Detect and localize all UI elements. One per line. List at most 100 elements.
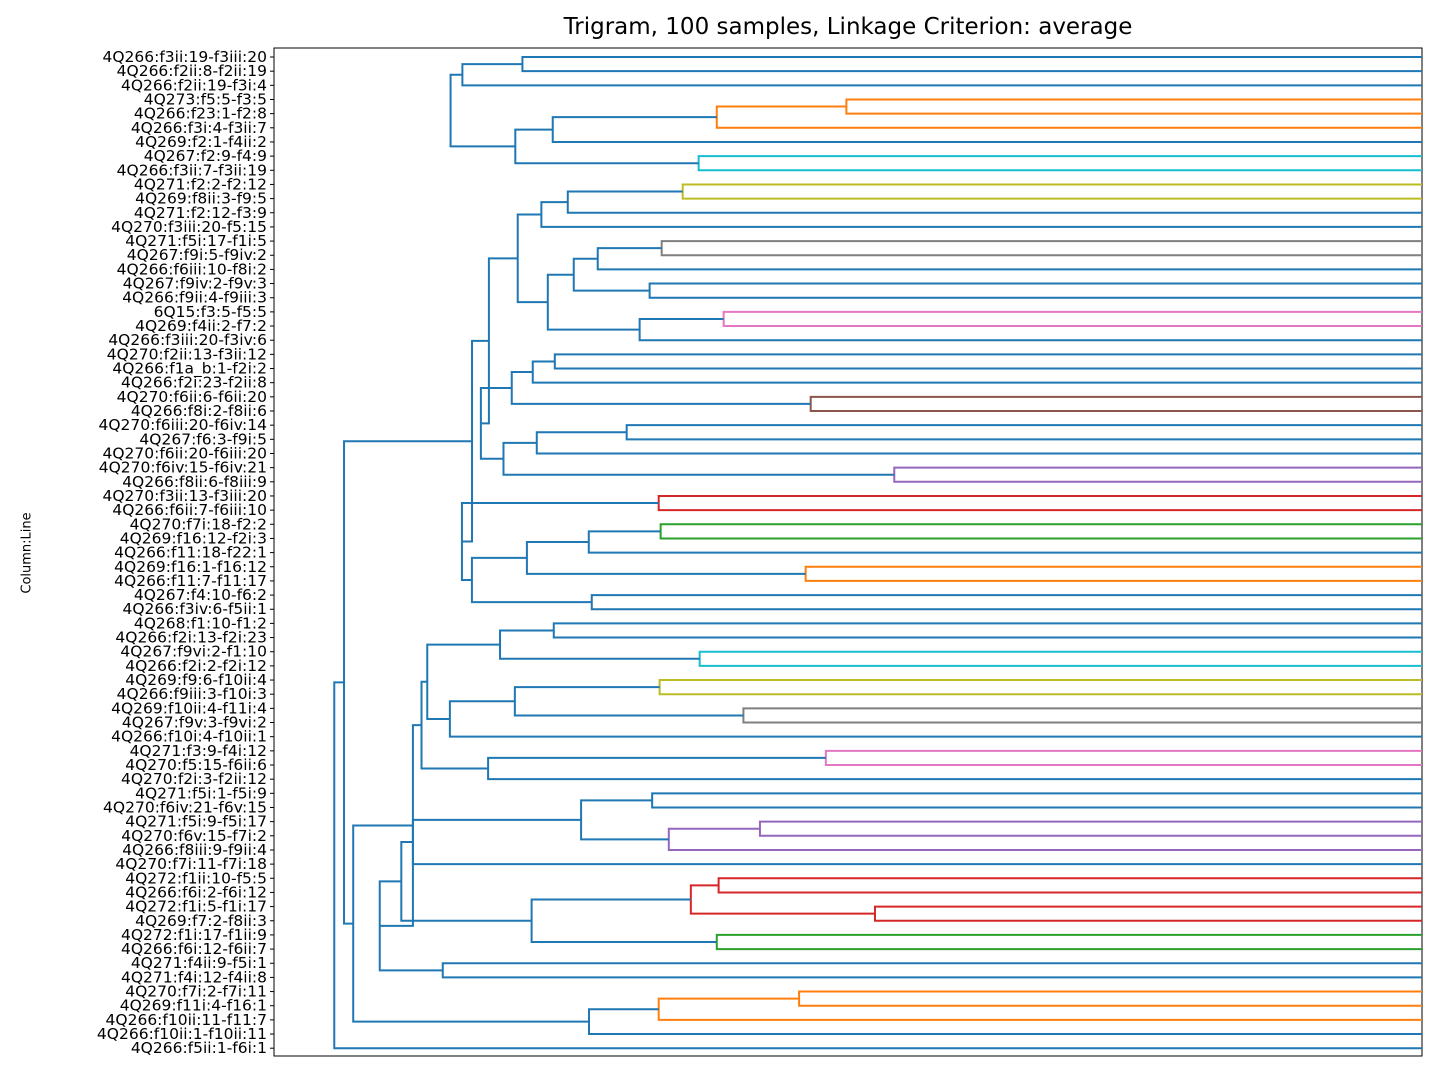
dendrogram-link: [343, 440, 473, 925]
dendrogram-link: [333, 681, 1422, 1050]
leaf-label: 4Q271:f5i:9-f5i:17: [125, 813, 267, 831]
dendrogram-link: [893, 466, 1422, 483]
leaf-label: 4Q269:f7:2-f8ii:3: [135, 912, 267, 930]
leaf-label: 4Q266:f6i:2-f6i:12: [125, 883, 267, 901]
dendrogram-link: [689, 884, 875, 915]
dendrogram-link: [521, 56, 1422, 73]
dendrogram-link: [657, 997, 1422, 1021]
leaf-label: 4Q270:f7i:18-f2:2: [130, 515, 267, 533]
dendrogram-link: [513, 686, 744, 717]
dendrogram-link: [448, 700, 1422, 738]
leaf-label: 4Q271:f2:12-f3:9: [134, 204, 267, 222]
leaf-label: 4Q271:f2:2-f2:12: [134, 175, 267, 193]
leaf-label: 4Q266:f8i:2-f8ii:6: [131, 402, 267, 420]
dendrogram-link: [596, 247, 1422, 271]
leaf-label: 4Q266:f9ii:4-f9iii:3: [122, 289, 267, 307]
dendrogram-link: [502, 441, 895, 476]
leaf-label: 4Q267:f9vi:2-f1:10: [120, 643, 267, 661]
leaf-label: 4Q266:f3iii:20-f3iv:6: [108, 331, 267, 349]
leaf-label: 4Q266:f5ii:1-f6i:1: [131, 1039, 267, 1057]
dendrogram-link: [572, 257, 650, 292]
leaf-label: 4Q267:f4:10-f6:2: [134, 586, 267, 604]
leaf-label: 4Q266:f3i:4-f3ii:7: [131, 119, 267, 137]
chart-title: Trigram, 100 samples, Linkage Criterion:…: [563, 14, 1133, 40]
dendrogram-link: [352, 824, 590, 1023]
dendrogram-link: [824, 749, 1422, 766]
dendrogram-link: [651, 792, 1422, 809]
leaf-label: 4Q267:f9i:5-f9iv:2: [127, 246, 267, 264]
leaf-label: 4Q266:f8ii:6-f8iii:9: [122, 473, 267, 491]
leaf-label: 4Q266:f6iii:10-f8i:2: [117, 260, 267, 278]
leaf-label: 4Q270:f3ii:13-f3iii:20: [102, 487, 267, 505]
dendrogram-link: [461, 63, 1422, 87]
leaf-label: 4Q266:f2i:23-f2ii:8: [121, 374, 267, 392]
leaf-label: 4Q269:f2:1-f4ii:2: [135, 133, 267, 151]
leaf-label: 4Q267:f2:9-f4:9: [144, 147, 267, 165]
leaf-label: 4Q267:f9iv:2-f9v:3: [123, 275, 267, 293]
leaf-label: 6Q15:f3:5-f5:5: [154, 303, 267, 321]
leaf-label: 4Q269:f8ii:3-f9:5: [135, 190, 267, 208]
leaf-label: 4Q270:f2ii:13-f3ii:12: [107, 345, 267, 363]
leaf-label: 4Q266:f2i:13-f2i:23: [115, 629, 267, 647]
dendrogram-link: [715, 933, 1422, 951]
leaf-label: 4Q270:f6ii:6-f6ii:20: [117, 388, 267, 406]
leaf-label: 4Q270:f6v:15-f7i:2: [121, 827, 267, 845]
dendrogram-link: [804, 565, 1422, 582]
dendrogram-link: [681, 183, 1422, 200]
leaf-label: 4Q267:f9v:3-f9vi:2: [122, 714, 267, 732]
dendrogram-link: [420, 680, 489, 770]
leaf-label: 4Q271:f5i:1-f5i:9: [135, 784, 267, 802]
dendrogram-link: [531, 360, 1422, 384]
dendrogram-link: [845, 98, 1422, 115]
dendrogram-link: [697, 155, 1422, 172]
leaf-label: 4Q266:f3ii:19-f3iii:20: [102, 48, 267, 66]
dendrogram-link: [717, 877, 1422, 894]
dendrogram-link: [698, 650, 1422, 667]
dendrogram-link: [588, 1008, 1422, 1036]
dendrogram-link: [587, 530, 1422, 554]
dendrogram-link: [449, 73, 516, 148]
dendrogram-link: [525, 540, 806, 575]
leaf-label: 4Q266:f6ii:7-f6iii:10: [112, 501, 267, 519]
dendrogram-link: [487, 756, 1422, 781]
dendrogram-link: [530, 898, 717, 943]
leaf-label: 4Q266:f6i:12-f6ii:7: [121, 940, 267, 958]
leaf-label: 4Q270:f5:15-f6ii:6: [125, 756, 267, 774]
dendrogram-link: [426, 643, 501, 720]
leaf-label: 4Q271:f4i:12-f4ii:8: [121, 968, 267, 986]
leaf-label: 4Q266:f23:1-f2:8: [134, 105, 267, 123]
leaf-label: 4Q270:f6ii:20-f6iii:20: [102, 444, 267, 462]
dendrogram-link: [552, 622, 1422, 639]
dendrogram-link: [580, 799, 669, 841]
dendrogram-link: [441, 962, 1422, 979]
dendrogram-link: [648, 282, 1422, 299]
dendrogram-link: [722, 310, 1422, 328]
leaf-label: 4Q272:f1i:17-f1ii:9: [121, 926, 267, 944]
leaf-label: 4Q266:f10ii:1-f10ii:11: [97, 1025, 267, 1043]
leaf-label: 4Q269:f16:1-f16:12: [114, 558, 267, 576]
dendrogram-link: [657, 494, 1422, 512]
dendrogram-link: [715, 105, 1422, 129]
dendrogram-link: [535, 431, 1422, 455]
dendrogram-link: [667, 827, 1422, 851]
leaf-label: 4Q273:f5:5-f3:5: [144, 90, 267, 108]
dendrogram-link: [625, 424, 1422, 441]
dendrogram-link: [742, 707, 1422, 724]
dendrogram-link: [590, 594, 1422, 611]
leaf-label: 4Q266:f2ii:8-f2ii:19: [117, 62, 267, 80]
leaf-label: 4Q269:f4ii:2-f7:2: [135, 317, 267, 335]
dendrogram-link: [546, 273, 640, 331]
leaf-label: 4Q272:f1i:5-f1i:17: [125, 898, 267, 916]
leaf-label: 4Q267:f6:3-f9i:5: [139, 430, 267, 448]
dendrogram-link: [758, 820, 1422, 837]
leaf-label: 4Q270:f6iii:20-f6iv:14: [98, 416, 267, 434]
dendrogram-link: [400, 840, 532, 922]
dendrogram-link: [480, 257, 518, 425]
leaf-label: 4Q271:f3:9-f4i:12: [130, 742, 267, 760]
leaf-label: 4Q271:f5i:17-f1i:5: [125, 232, 267, 250]
leaf-label: 4Q270:f2i:3-f2ii:12: [121, 770, 267, 788]
leaf-label: 4Q269:f9:6-f10ii:4: [125, 671, 267, 689]
dendrogram-link: [659, 523, 1422, 540]
